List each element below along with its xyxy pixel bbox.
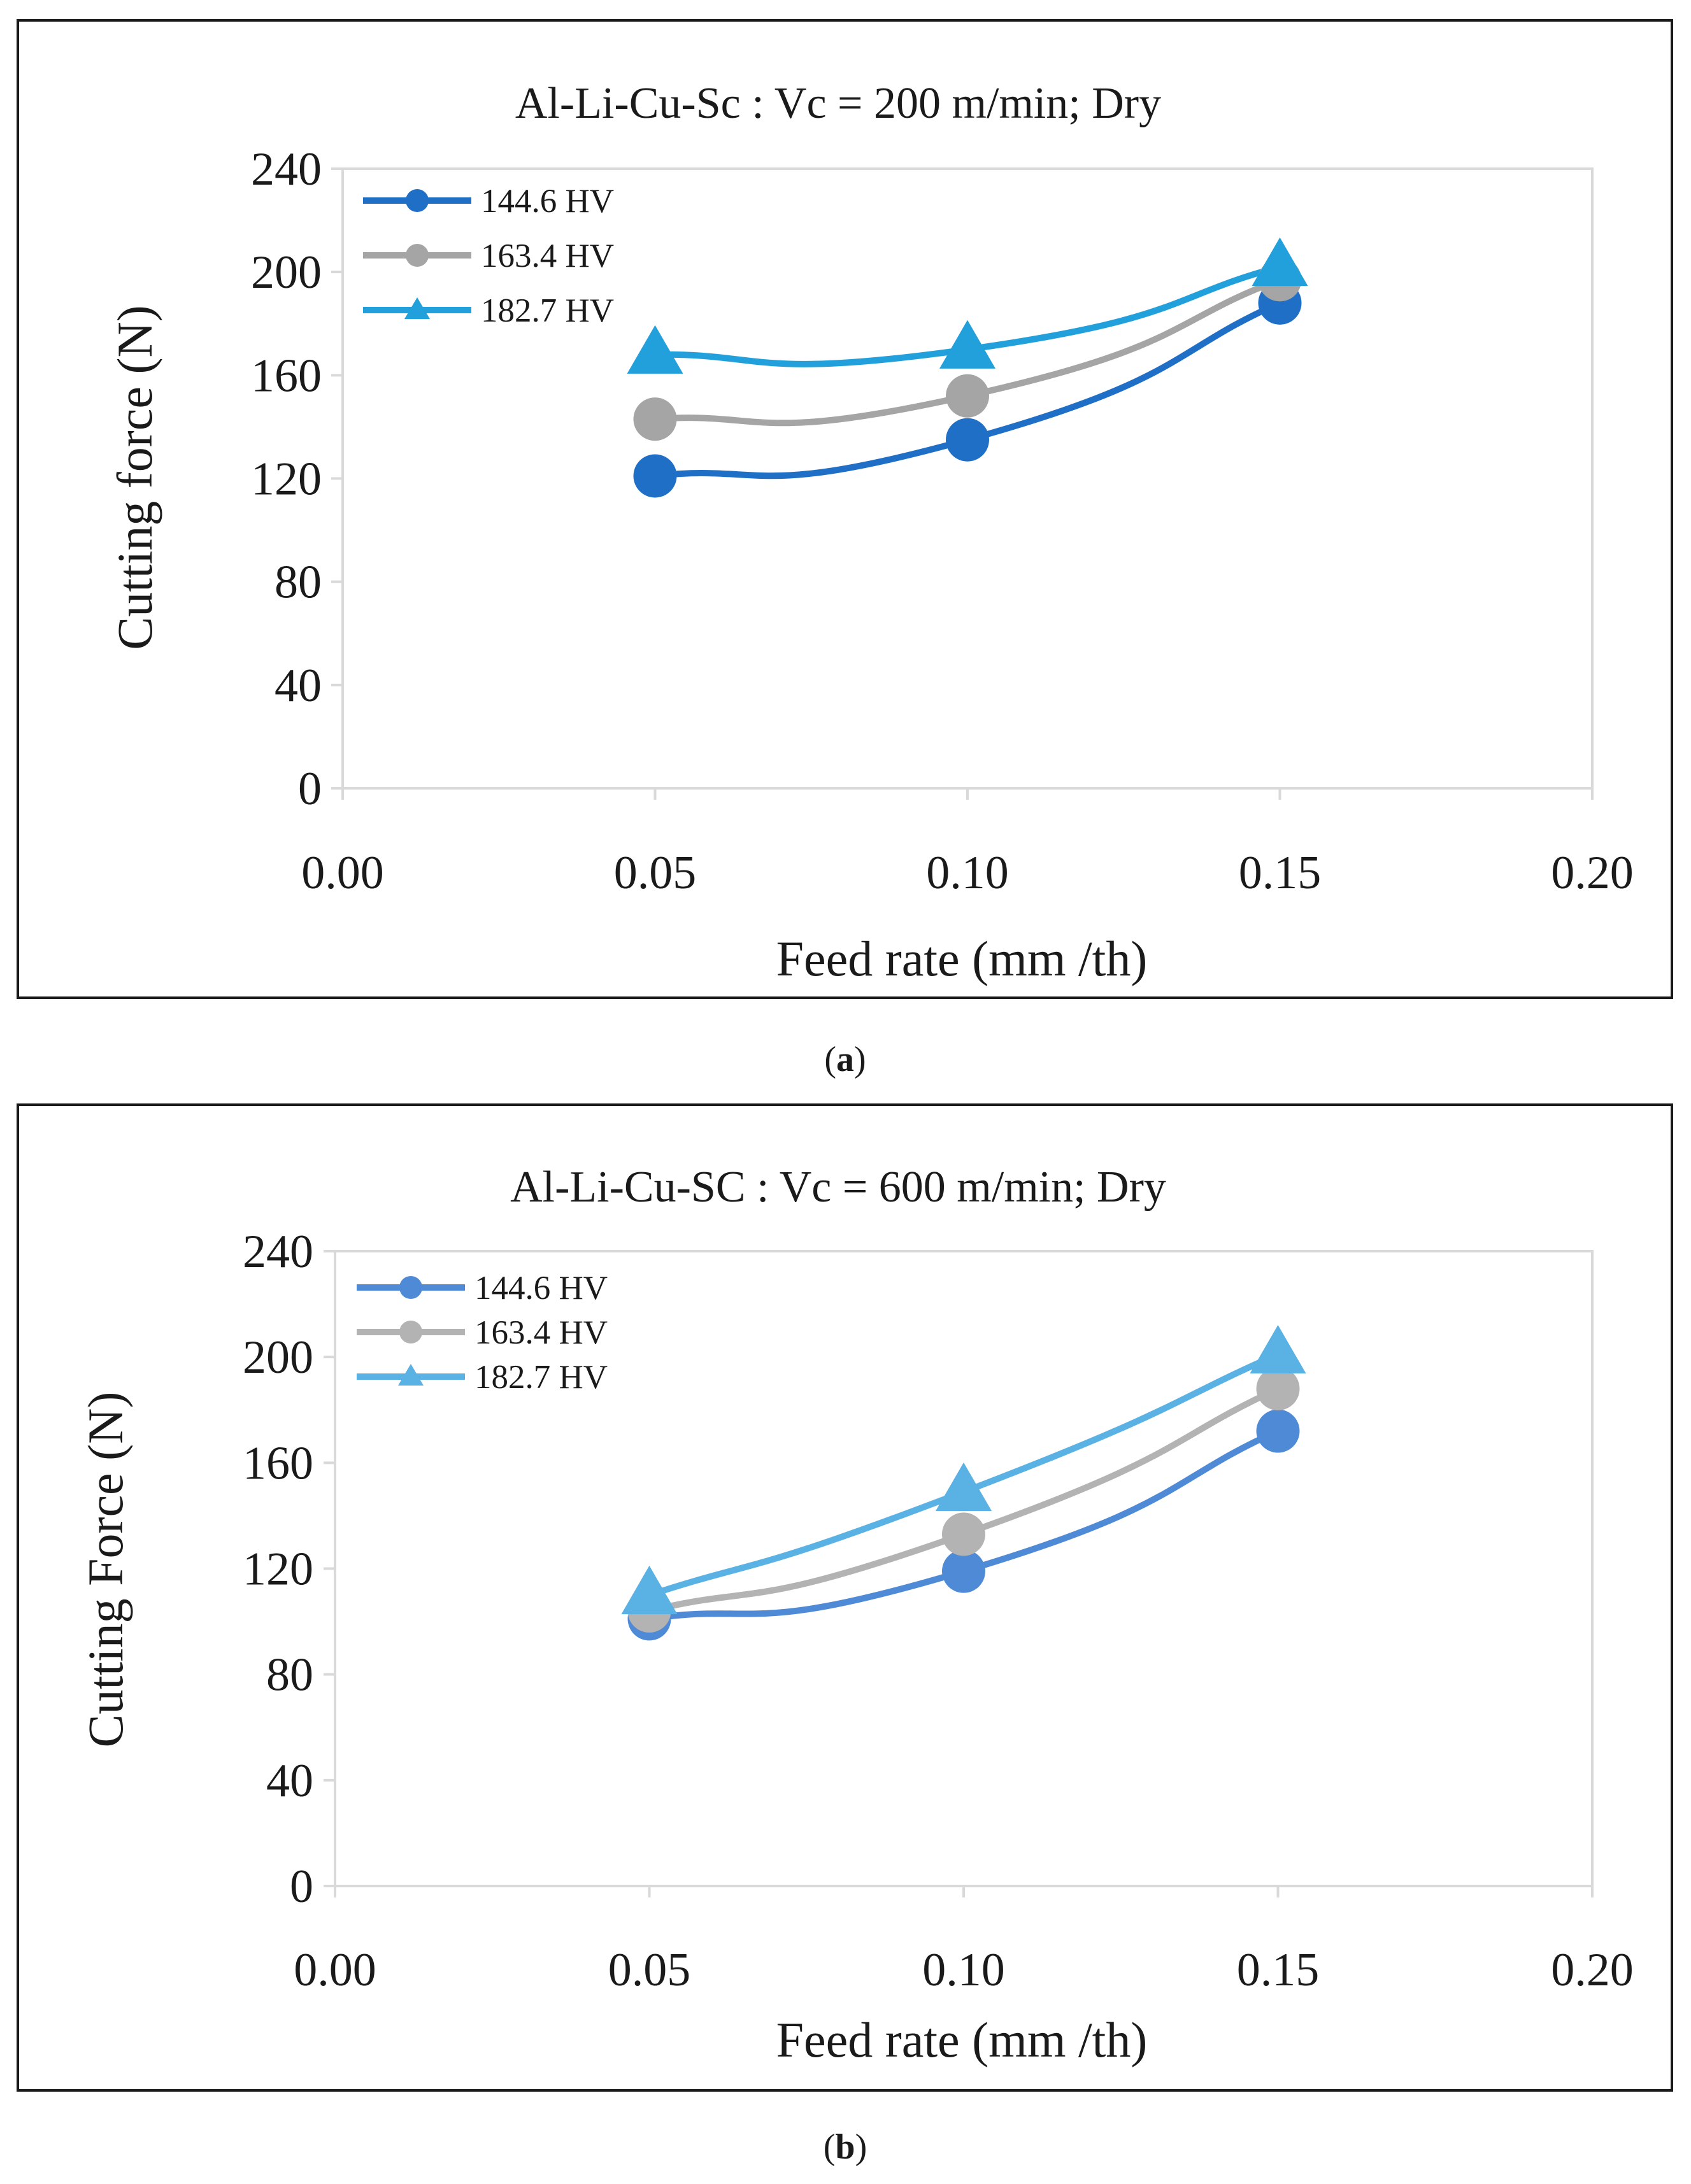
y-tick-label: 240 xyxy=(251,143,322,195)
y-axis-title: Cutting force (N) xyxy=(107,305,162,650)
y-tick-label: 160 xyxy=(243,1437,313,1489)
data-point xyxy=(942,1512,985,1556)
data-point xyxy=(1256,1409,1300,1453)
chart-title: Al-Li-Cu-SC : Vc = 600 m/min; Dry xyxy=(510,1163,1166,1212)
series-layer xyxy=(621,1324,1306,1641)
y-tick-label: 80 xyxy=(275,557,322,609)
data-point xyxy=(1256,1367,1300,1411)
legend-label: 144.6 HV xyxy=(474,1270,608,1307)
data-point xyxy=(939,320,995,369)
legend-label: 182.7 HV xyxy=(474,1359,608,1396)
y-tick-label: 40 xyxy=(266,1755,313,1807)
y-axis-title: Cutting Force (N) xyxy=(78,1392,133,1748)
x-tick-label: 0.05 xyxy=(614,847,697,899)
y-tick-label: 40 xyxy=(275,660,322,712)
legend-item: 163.4 HV xyxy=(363,238,614,274)
series-layer xyxy=(627,237,1308,498)
data-point xyxy=(946,418,989,462)
x-tick-label: 0.00 xyxy=(294,1944,376,1996)
legend-marker xyxy=(399,1276,422,1299)
y-tick-labels: 0 40 80 120 160 200 240 xyxy=(251,143,343,815)
legend: 144.6 HV 163.4 HV 182.7 HV xyxy=(363,183,614,329)
data-point xyxy=(942,1549,985,1593)
x-tick-label: 0.15 xyxy=(1237,1944,1320,1996)
legend-item: 182.7 HV xyxy=(357,1359,608,1396)
y-tick-label: 120 xyxy=(243,1543,313,1596)
panel-frame xyxy=(17,1103,1673,2092)
legend-label: 144.6 HV xyxy=(481,183,614,220)
x-tick-label: 0.20 xyxy=(1551,1944,1634,1996)
chart-panel-b: Al-Li-Cu-SC : Vc = 600 m/min; Dry Cuttin… xyxy=(17,1103,1673,2092)
data-point xyxy=(936,1462,992,1512)
caption-a: (a) xyxy=(824,1040,866,1079)
x-tick-label: 0.00 xyxy=(301,847,384,899)
legend-marker xyxy=(406,189,429,212)
legend-item: 163.4 HV xyxy=(357,1314,608,1351)
x-tick-label: 0.15 xyxy=(1239,847,1322,899)
y-tick-label: 0 xyxy=(298,763,322,815)
x-tick-labels: 0.00 0.05 0.10 0.15 0.20 xyxy=(301,788,1634,899)
legend-marker xyxy=(399,1321,422,1344)
y-tick-label: 200 xyxy=(243,1331,313,1384)
data-point xyxy=(633,454,677,498)
y-tick-label: 200 xyxy=(251,246,322,299)
legend-item: 144.6 HV xyxy=(363,183,614,220)
legend-label: 163.4 HV xyxy=(474,1314,608,1351)
y-tick-label: 80 xyxy=(266,1649,313,1701)
legend-label: 182.7 HV xyxy=(481,292,614,329)
panel-frame xyxy=(17,19,1673,999)
x-axis-title: Feed rate (mm /th) xyxy=(776,2012,1148,2067)
x-tick-label: 0.10 xyxy=(922,1944,1005,1996)
y-tick-label: 0 xyxy=(290,1861,313,1913)
data-point xyxy=(946,374,989,418)
y-tick-labels: 0 40 80 120 160 200 240 xyxy=(243,1226,335,1913)
data-point xyxy=(1250,1324,1306,1374)
y-tick-label: 240 xyxy=(243,1226,313,1278)
legend: 144.6 HV 163.4 HV 182.7 HV xyxy=(357,1270,608,1396)
y-tick-label: 160 xyxy=(251,350,322,402)
y-tick-label: 120 xyxy=(251,453,322,506)
legend-marker xyxy=(398,1364,424,1386)
caption-b: (b) xyxy=(824,2127,867,2167)
legend-item: 144.6 HV xyxy=(357,1270,608,1307)
x-tick-label: 0.10 xyxy=(926,847,1009,899)
data-point xyxy=(1252,237,1308,287)
x-tick-labels: 0.00 0.05 0.10 0.15 0.20 xyxy=(294,1886,1634,1996)
data-point xyxy=(633,397,677,441)
legend-marker xyxy=(404,297,430,319)
legend-item: 182.7 HV xyxy=(363,292,614,329)
legend-label: 163.4 HV xyxy=(481,238,614,274)
x-axis-title: Feed rate (mm /th) xyxy=(776,931,1148,986)
data-point xyxy=(621,1565,678,1615)
chart-panel-a: Al-Li-Cu-Sc : Vc = 200 m/min; Dry Cuttin… xyxy=(17,19,1673,999)
chart-title: Al-Li-Cu-Sc : Vc = 200 m/min; Dry xyxy=(515,79,1161,128)
x-tick-label: 0.20 xyxy=(1551,847,1634,899)
data-point xyxy=(627,325,683,374)
legend-marker xyxy=(406,244,429,267)
x-tick-label: 0.05 xyxy=(608,1944,691,1996)
